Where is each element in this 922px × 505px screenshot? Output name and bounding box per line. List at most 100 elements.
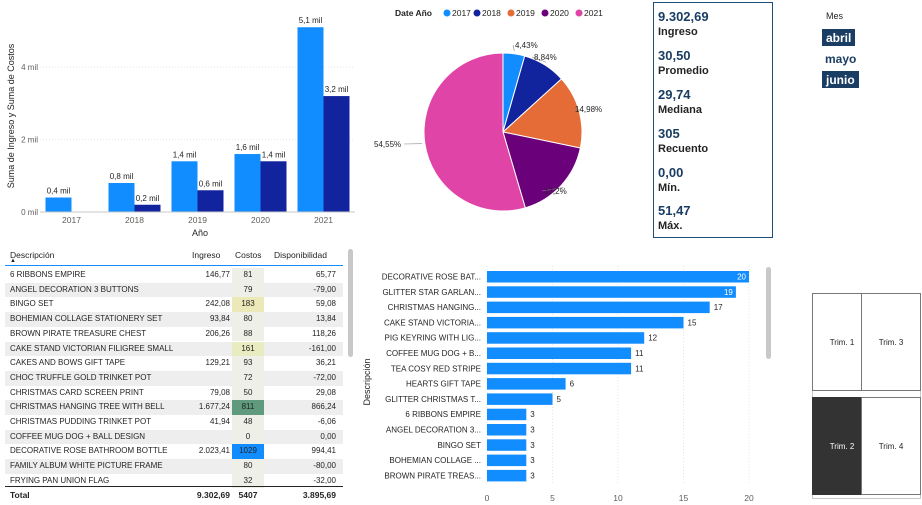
cell-costos: 81 (232, 268, 264, 283)
bar (487, 469, 527, 482)
cell-disponibilidad: 59,08 (315, 299, 336, 309)
cell-disponibilidad: 29,08 (315, 387, 336, 397)
column-header-costos[interactable]: Costos (235, 250, 262, 260)
cell-costos: 50 (232, 385, 264, 401)
legend-title: Date Año (395, 8, 432, 18)
cell-disponibilidad: -79,00 (313, 284, 336, 294)
total-disponibilidad: 3.895,69 (302, 490, 336, 500)
x-tick-label: 2018 (125, 215, 144, 225)
month-slicer-item-mayo[interactable]: mayo (825, 52, 857, 66)
category-label: COFFEE MUG DOG + B... (386, 349, 481, 358)
cell-disponibilidad: -32,00 (313, 475, 336, 485)
x-tick-label: 2020 (251, 215, 270, 225)
table-row[interactable]: BROWN PIRATE TREASURE CHEST 206,26 88 118,2… (5, 326, 343, 342)
bar (487, 347, 632, 359)
cell-descripcion: CAKE STAND VICTORIAN FILIGREE SMALL (10, 343, 174, 353)
cell-disponibilidad: 118,26 (312, 328, 336, 338)
cell-costos: 0 (232, 429, 264, 445)
y-tick-label: 0 mil (21, 208, 38, 217)
cell-disponibilidad: 994,41 (311, 446, 336, 456)
table-row[interactable]: FRYING PAN UNION FLAG 32 -32,00 (5, 473, 343, 489)
kpi-value: 29,74 (658, 87, 691, 102)
table-row[interactable]: FAMILY ALBUM WHITE PICTURE FRAME 80 -80,00 (5, 459, 343, 474)
table-scrollbar[interactable] (348, 249, 353, 357)
cell-costos: 183 (232, 297, 264, 313)
cell-descripcion: CHRISTMAS PUDDING TRINKET POT (10, 417, 152, 426)
data-label: 1,6 mil (236, 143, 260, 152)
cell-ingreso: 242,08 (205, 299, 230, 309)
cell-costos: 72 (232, 370, 264, 386)
data-label: 0,2 mil (136, 194, 160, 203)
cell-disponibilidad: 36,21 (315, 358, 336, 368)
cell-descripcion: CHOC TRUFFLE GOLD TRINKET POT (10, 372, 152, 382)
table-row[interactable]: 6 RIBBONS EMPIRE 146,77 81 65,77 (5, 268, 343, 283)
quarter-tile-4[interactable]: Trim. 4 (861, 397, 921, 495)
cell-costos: 79 (232, 282, 264, 298)
data-label: 1,4 mil (173, 150, 197, 159)
leader-line (541, 187, 564, 192)
x-tick-label: 0 (485, 493, 490, 503)
bar (487, 424, 527, 436)
table-row[interactable]: CHOC TRUFFLE GOLD TRINKET POT 72 -72,00 (5, 370, 343, 386)
bar (487, 362, 632, 375)
month-slicer-item-junio[interactable]: junio (822, 71, 859, 88)
cell-disponibilidad: 13,84 (315, 314, 336, 324)
bar (487, 378, 566, 390)
total-label: Total (10, 490, 30, 500)
slice-label: 8,84% (534, 53, 557, 62)
legend-marker (575, 9, 583, 17)
legend-item: 2018 (482, 8, 501, 18)
table-row[interactable]: COFFEE MUG DOG + BALL DESIGN 0 0,00 (5, 429, 343, 445)
kpi-label: Ingreso (658, 26, 698, 38)
data-label: 17 (714, 303, 723, 312)
data-label: 15 (688, 318, 697, 327)
x-tick-label: 2017 (62, 215, 81, 225)
data-label: 3,2 mil (325, 85, 349, 94)
y-axis-title: Suma de Ingreso y Suma de Costos (6, 43, 16, 188)
cell-ingreso: 79,08 (209, 387, 230, 397)
data-label: 19 (724, 288, 733, 297)
bar-ingreso (297, 27, 324, 212)
table-row[interactable]: CHRISTMAS PUDDING TRINKET POT 41,94 48 -6,0… (5, 415, 343, 430)
kpi-min: 0,00 Mín. (658, 165, 683, 194)
cell-costos: 1029 (232, 444, 264, 460)
legend-marker (507, 9, 515, 17)
year-pie-chart: Date Año 2017 2018 2019 2020 2021 4,43% 8,84% 14… (374, 8, 603, 212)
table-row[interactable]: BINGO SET 242,08 183 59,08 (5, 297, 343, 313)
bar-costos (197, 190, 224, 212)
cell-descripcion: DECORATIVE ROSE BATHROOM BOTTLE (10, 446, 168, 456)
table-row[interactable]: BOHEMIAN COLLAGE STATIONERY SET 93,84 80 13… (5, 312, 343, 327)
table-row[interactable]: CAKES AND BOWS GIFT TAPE 129,21 93 36,21 (5, 356, 343, 371)
bar (487, 408, 527, 421)
table-row[interactable]: DECORATIVE ROSE BATHROOM BOTTLE 2.023,41 1… (5, 444, 343, 460)
bar-chart-scrollbar[interactable] (766, 267, 771, 359)
data-label: 1,4 mil (262, 150, 286, 159)
y-axis-title: Descripción (362, 358, 372, 405)
table-row[interactable]: CHRISTMAS CARD SCREEN PRINT 79,08 50 29,08 (5, 385, 343, 401)
bar-ingreso (108, 183, 135, 212)
pie-slice-2019 (501, 78, 583, 149)
column-header-disponibilidad[interactable]: Disponibilidad (274, 250, 327, 260)
table-row[interactable]: CAKE STAND VICTORIAN FILIGREE SMALL 161 -1… (5, 341, 343, 357)
quarter-tile-3[interactable]: Trim. 3 (861, 293, 921, 391)
cell-descripcion: BINGO SET (10, 299, 54, 309)
month-slicer-item-abril[interactable]: abril (822, 29, 856, 46)
table-row[interactable]: ANGEL DECORATION 3 BUTTONS 79 -79,00 (5, 282, 343, 298)
data-label: 3 (530, 456, 535, 465)
slice-label: 4,43% (515, 41, 538, 50)
category-label: CAKE STAND VICTORIA... (384, 318, 481, 327)
bar (487, 301, 710, 314)
cell-descripcion: BOHEMIAN COLLAGE STATIONERY SET (10, 314, 163, 324)
x-tick-label: 5 (550, 493, 555, 503)
cell-descripcion: CAKES AND BOWS GIFT TAPE (10, 358, 126, 368)
leader-line (512, 44, 515, 51)
kpi-value: 51,47 (658, 203, 691, 218)
bar (487, 316, 684, 329)
column-header-ingreso[interactable]: Ingreso (192, 250, 221, 260)
kpi-card: 9.302,69 Ingreso 30,50 Promedio 29,74 Me… (653, 2, 773, 238)
pie-slice-2020 (502, 131, 581, 209)
table-row[interactable]: CHRISTMAS HANGING TREE WITH BELL 1.677,24… (5, 400, 343, 415)
column-header-descripcion[interactable]: Descripción (10, 250, 55, 260)
table-total-row: Total 9.302,69 5407 3.895,69 (5, 486, 343, 502)
cell-disponibilidad: -72,00 (313, 372, 336, 382)
